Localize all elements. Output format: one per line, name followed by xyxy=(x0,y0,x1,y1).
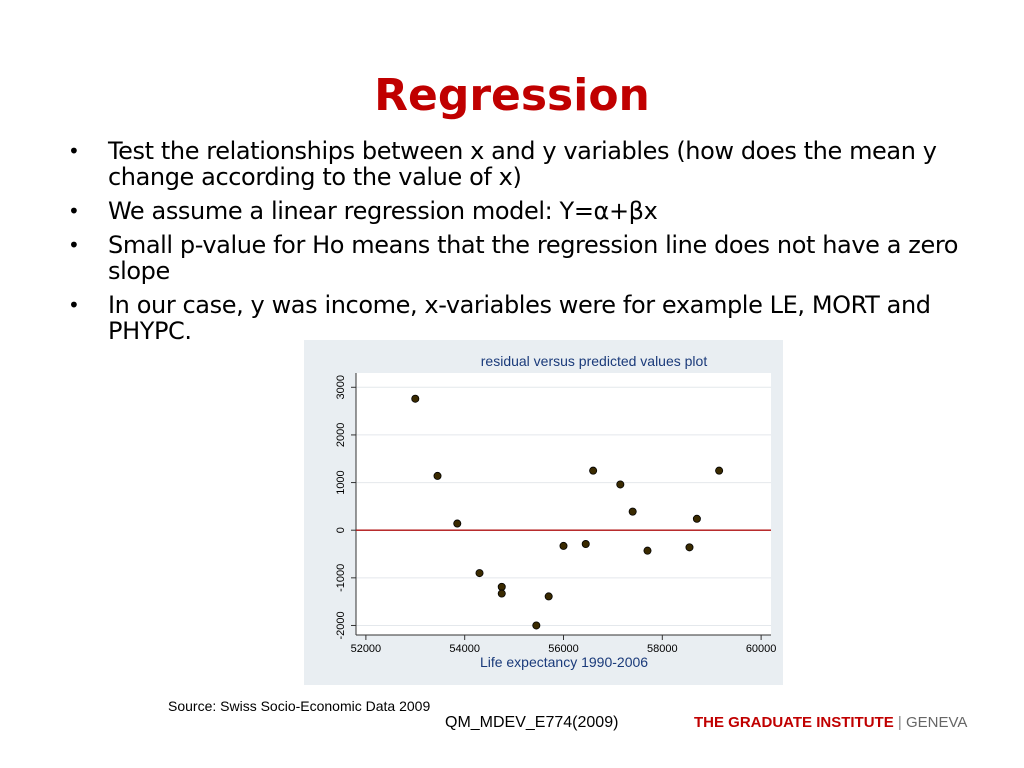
slide-title: Regression xyxy=(374,70,650,121)
x-tick-label: 56000 xyxy=(548,643,579,655)
plot-area xyxy=(356,373,771,635)
bullet-text: In our case, y was income, x-variables w… xyxy=(108,291,931,345)
bullet-text: We assume a linear regression model: Y=α… xyxy=(108,197,658,225)
residual-chart: residual versus predicted values plot Li… xyxy=(304,340,783,685)
scatter-point xyxy=(643,546,652,555)
y-tick-label: 2000 xyxy=(335,423,347,447)
bullet-list: • Test the relationships between x and y … xyxy=(68,138,978,352)
y-tick-label: -2000 xyxy=(335,611,347,639)
y-tick-label: -1000 xyxy=(335,564,347,592)
scatter-point xyxy=(715,466,724,475)
scatter-point xyxy=(411,394,420,403)
scatter-point xyxy=(685,543,694,552)
scatter-point xyxy=(616,480,625,489)
scatter-point xyxy=(589,466,598,475)
footer-course-code: QM_MDEV_E774(2009) xyxy=(445,714,619,731)
bullet-text: Small p-value for Ho means that the regr… xyxy=(108,231,959,285)
bullet-item: • Small p-value for Ho means that the reg… xyxy=(68,232,978,284)
scatter-point xyxy=(453,519,462,528)
scatter-point xyxy=(497,589,506,598)
logo-light-text: GENEVA xyxy=(905,714,968,731)
logo-bold-text: THE GRADUATE INSTITUTE xyxy=(694,714,894,731)
x-tick-label: 58000 xyxy=(647,643,678,655)
y-tick-label: 1000 xyxy=(335,470,347,494)
x-tick-label: 54000 xyxy=(449,643,480,655)
residual-chart-svg: residual versus predicted values plot Li… xyxy=(335,353,777,670)
scatter-point xyxy=(581,540,590,549)
y-tick-label: 0 xyxy=(335,527,347,533)
chart-title: residual versus predicted values plot xyxy=(481,353,708,369)
x-tick-label: 52000 xyxy=(351,643,382,655)
scatter-point xyxy=(628,507,637,516)
bullet-dot-icon: • xyxy=(68,139,80,163)
institute-logo: THE GRADUATE INSTITUTE | GENEVA xyxy=(694,714,967,731)
x-tick-label: 60000 xyxy=(746,643,777,655)
bullet-item: • In our case, y was income, x-variables … xyxy=(68,292,978,344)
source-note: Source: Swiss Socio-Economic Data 2009 xyxy=(168,698,431,714)
bullet-item: • Test the relationships between x and y … xyxy=(68,138,978,190)
bullet-text: Test the relationships between x and y v… xyxy=(108,137,937,191)
scatter-point xyxy=(692,514,701,523)
logo-separator: | xyxy=(897,714,902,731)
bullet-dot-icon: • xyxy=(68,233,80,257)
bullet-item: • We assume a linear regression model: Y=… xyxy=(68,198,978,224)
scatter-point xyxy=(497,582,506,591)
scatter-point xyxy=(433,471,442,480)
y-tick-label: 3000 xyxy=(335,375,347,399)
scatter-point xyxy=(532,621,541,630)
x-axis-label: Life expectancy 1990-2006 xyxy=(480,654,648,670)
scatter-point xyxy=(475,569,484,578)
bullet-dot-icon: • xyxy=(68,293,80,317)
scatter-point xyxy=(544,592,553,601)
bullet-dot-icon: • xyxy=(68,199,80,223)
scatter-point xyxy=(559,541,568,550)
